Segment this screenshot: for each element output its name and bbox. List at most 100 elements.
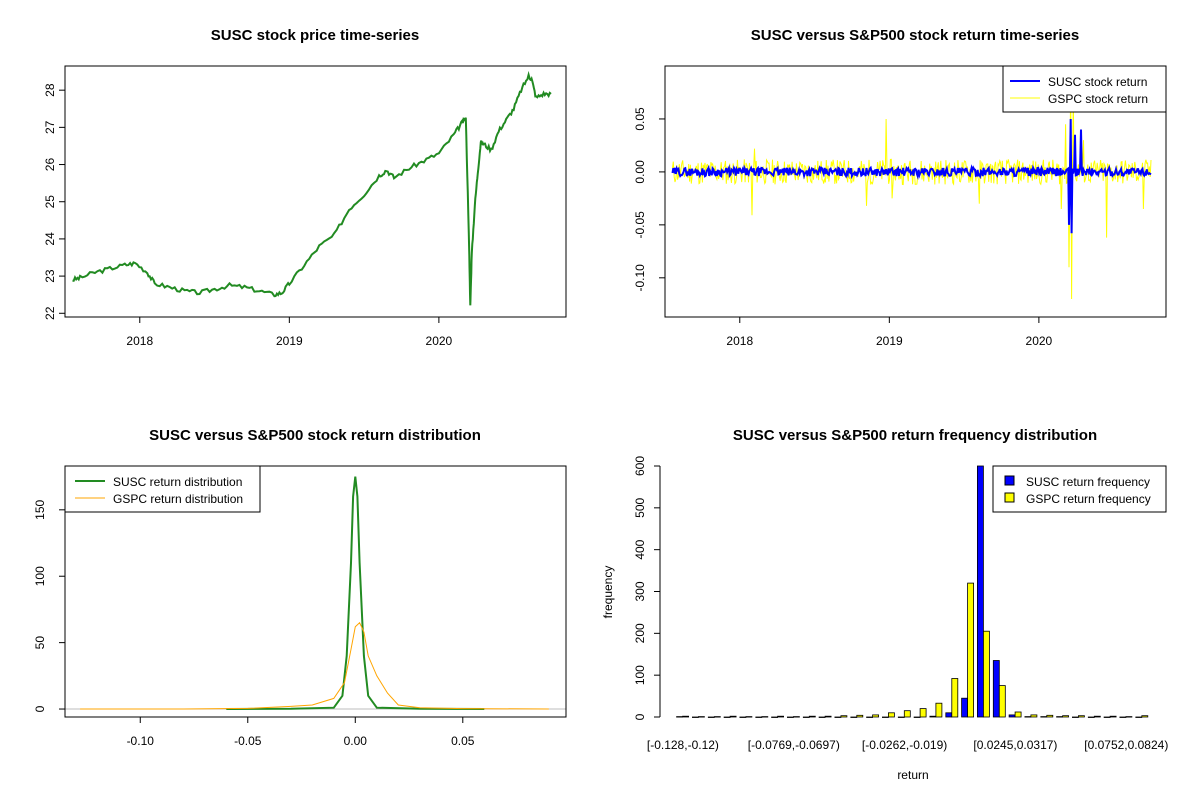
- gspc-frequency-bar: [745, 716, 753, 718]
- legend-label-gspc-density: GSPC return distribution: [113, 492, 243, 506]
- density-chart: SUSC versus S&P500 stock return distribu…: [33, 427, 567, 748]
- frequency-x-tick-label: [-0.0769,-0.0697): [748, 738, 840, 752]
- return-y-tick-label: 0.05: [633, 107, 647, 131]
- susc-frequency-bar: [992, 660, 1000, 718]
- frequency-y-axis-label: frequency: [601, 566, 615, 619]
- return-x-tick-label: 2020: [1026, 334, 1053, 348]
- susc-frequency-bar: [882, 716, 889, 718]
- gspc-frequency-bar: [840, 715, 848, 718]
- gspc-frequency-bar: [1046, 714, 1054, 718]
- gspc-frequency-bar: [808, 715, 816, 718]
- gspc-frequency-bar: [729, 715, 737, 718]
- price-chart-title: SUSC stock price time-series: [211, 27, 419, 44]
- return-chart: SUSC versus S&P500 stock return time-ser…: [633, 27, 1167, 348]
- density-x-tick-label: 0.00: [344, 734, 368, 748]
- gspc-frequency-bar: [793, 716, 800, 718]
- density-chart-title: SUSC versus S&P500 stock return distribu…: [149, 427, 481, 444]
- susc-frequency-bar: [961, 697, 968, 718]
- gspc-frequency-bar: [856, 714, 864, 718]
- gspc-frequency-bar: [698, 716, 705, 718]
- susc-frequency-bar: [913, 716, 921, 718]
- gspc-frequency-bar: [967, 582, 974, 718]
- legend-swatch-susc-frequency: [1004, 475, 1015, 486]
- gspc-frequency-bar: [903, 710, 911, 718]
- density-x-tick-label: -0.05: [234, 734, 262, 748]
- susc-frequency-bar: [676, 716, 683, 718]
- frequency-y-tick-label: 300: [633, 581, 647, 601]
- frequency-y-tick-label: 200: [633, 623, 647, 643]
- gspc-frequency-bar: [935, 702, 943, 718]
- frequency-legend-box: [992, 465, 1167, 513]
- susc-frequency-bar: [1119, 716, 1127, 718]
- price-line: [72, 70, 552, 306]
- susc-frequency-bar: [1103, 716, 1111, 718]
- susc-frequency-bar: [1087, 716, 1095, 718]
- legend-label-susc-frequency: SUSC return frequency: [1026, 475, 1150, 489]
- gspc-frequency-bar: [888, 712, 895, 718]
- gspc-frequency-bar: [1030, 714, 1038, 718]
- density-plot-frame: [64, 465, 567, 718]
- legend-swatch-gspc-frequency: [1004, 492, 1015, 503]
- frequency-legend: SUSC return frequency GSPC return freque…: [992, 465, 1167, 513]
- susc-frequency-bar: [834, 716, 842, 718]
- susc-frequency-bar: [739, 716, 747, 718]
- density-y-tick-label: 100: [33, 566, 47, 586]
- susc-density-line: [226, 476, 485, 710]
- gspc-frequency-bar: [777, 715, 784, 718]
- price-y-tick-label: 27: [43, 120, 57, 134]
- density-x-tick-label: 0.05: [451, 734, 475, 748]
- frequency-y-tick-label: 0: [633, 713, 647, 720]
- gspc-frequency-bar: [682, 715, 689, 718]
- price-x-tick-label: 2018: [126, 334, 153, 348]
- susc-frequency-bar: [1040, 716, 1048, 718]
- density-x-tick-label: -0.10: [127, 734, 155, 748]
- frequency-x-tick-label: [0.0752,0.0824): [1084, 738, 1168, 752]
- return-chart-title: SUSC versus S&P500 stock return time-ser…: [751, 27, 1079, 44]
- legend-label-gspc-frequency: GSPC return frequency: [1026, 492, 1151, 506]
- return-x-tick-label: 2019: [876, 334, 903, 348]
- susc-frequency-bar: [1008, 714, 1016, 718]
- return-axes: 2018 2019 2020 0.05 0.00 -0.05 -0.10: [633, 107, 1052, 348]
- density-series-group: [65, 476, 566, 710]
- gspc-frequency-bar: [919, 708, 927, 718]
- gspc-frequency-bar: [983, 630, 990, 718]
- gspc-frequency-bar: [1062, 715, 1069, 718]
- price-y-tick-label: 24: [43, 232, 57, 246]
- susc-frequency-bar: [1072, 716, 1079, 718]
- susc-frequency-bar: [771, 716, 778, 718]
- density-y-tick-label: 50: [33, 636, 47, 650]
- price-plot-frame: [64, 65, 567, 318]
- susc-frequency-bar: [755, 716, 763, 718]
- frequency-chart: SUSC versus S&P500 return frequency dist…: [601, 427, 1168, 782]
- density-y-tick-label: 0: [33, 705, 47, 712]
- gspc-frequency-bar: [1125, 716, 1133, 718]
- price-y-tick-label: 26: [43, 158, 57, 172]
- frequency-y-tick-label: 600: [633, 456, 647, 476]
- gspc-frequency-bar: [951, 678, 959, 718]
- price-y-tick-label: 23: [43, 269, 57, 283]
- price-series-group: [72, 70, 552, 306]
- frequency-x-tick-label: [-0.0262,-0.019): [862, 738, 947, 752]
- susc-frequency-bar: [850, 716, 858, 718]
- return-series-group: [671, 76, 1152, 300]
- susc-frequency-bar: [1024, 716, 1032, 718]
- susc-frequency-bar: [866, 716, 873, 718]
- legend-label-gspc-return: GSPC stock return: [1048, 92, 1148, 106]
- return-legend: SUSC stock return GSPC stock return: [1002, 65, 1167, 113]
- return-legend-box: [1002, 65, 1167, 113]
- susc-frequency-bar: [787, 716, 794, 718]
- susc-frequency-bar: [977, 465, 984, 718]
- gspc-density-line: [80, 621, 549, 710]
- frequency-x-tick-label: [0.0245,0.0317): [973, 738, 1057, 752]
- susc-frequency-bar: [929, 715, 937, 718]
- susc-frequency-bar: [1056, 716, 1063, 718]
- frequency-x-tick-label: [-0.128,-0.12): [647, 738, 719, 752]
- susc-frequency-bar: [692, 716, 699, 718]
- susc-frequency-bar: [707, 716, 715, 718]
- frequency-axes: 0 100 200 300 400 500 600 [-0.128,-0.12) [-0.076…: [633, 456, 1168, 752]
- susc-frequency-bar: [1135, 716, 1143, 718]
- frequency-y-tick-label: 100: [633, 665, 647, 685]
- susc-frequency-bar: [802, 716, 810, 718]
- susc-return-line: [671, 118, 1152, 234]
